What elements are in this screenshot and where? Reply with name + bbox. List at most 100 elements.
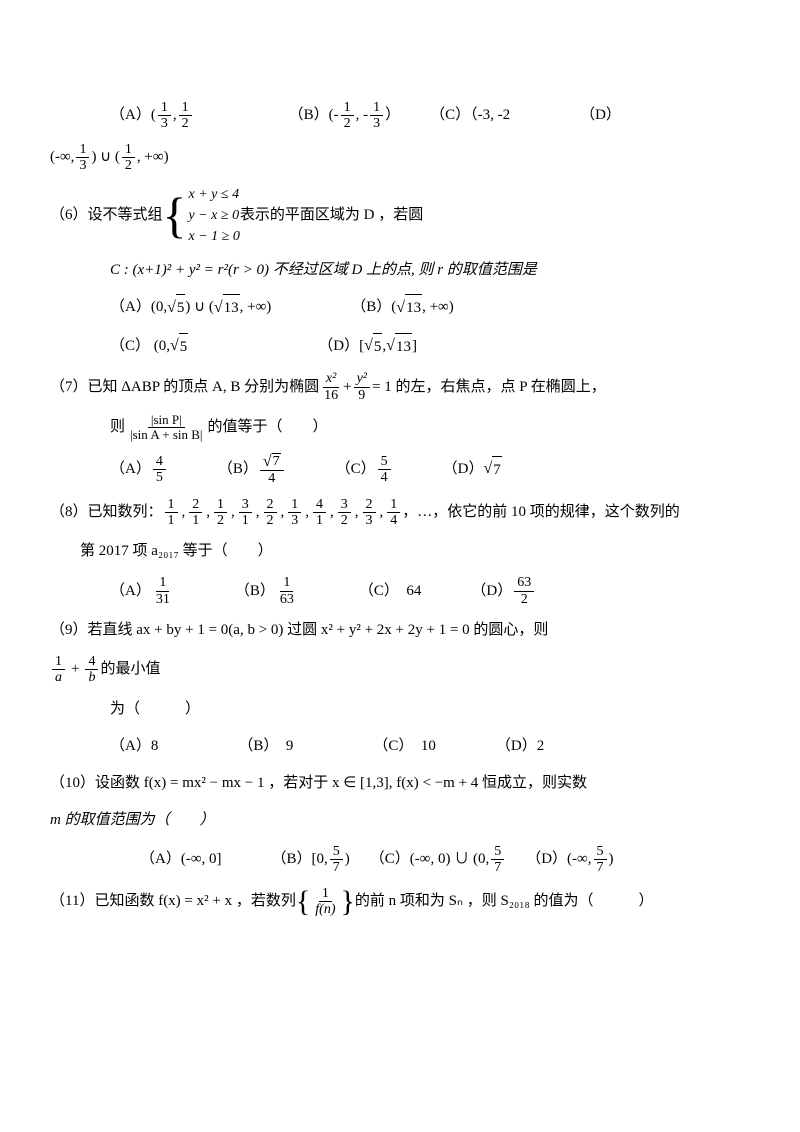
frac: 57 — [330, 844, 343, 876]
label: （B） — [235, 578, 275, 605]
q10-opt-b: （B）[0, 57 ) — [272, 844, 350, 876]
sqrt: √5 — [364, 332, 382, 361]
sqrt: √7 — [484, 455, 502, 484]
frac: y²9 — [354, 371, 370, 403]
pre: (-∞, — [50, 144, 74, 171]
text: 的最小值 — [100, 656, 160, 683]
seq-term: 22 — [264, 497, 277, 529]
q11-stem: （11）已知函数 f(x) = x² + x ，若数列 { 1f(n) } 的前… — [50, 886, 750, 918]
set-block: { 1f(n) } — [296, 886, 355, 918]
frac: 12 — [179, 100, 192, 132]
q7-opt-d: （D） √7 — [443, 455, 502, 484]
text: （7）已知 ΔABP 的顶点 A, B 分别为椭圆 — [50, 374, 319, 401]
q6-opts-row2: （C） (0, √5 （D）[ √5 , √13 ] — [110, 332, 750, 361]
q5-opt-c: （C）（-3, -2 — [430, 102, 510, 129]
frac: 54 — [378, 454, 391, 486]
sep: , — [281, 499, 285, 526]
seq-term: 13 — [288, 497, 301, 529]
label: （D） — [580, 102, 621, 129]
q6-opts-row1: （A）(0, √5 ) ∪ ( √13 , +∞) （B）( √13 , +∞) — [110, 294, 750, 323]
label: （A）( — [110, 102, 156, 129]
frac: √74 — [260, 453, 284, 487]
seq-term: 31 — [239, 497, 252, 529]
q6-stem: （6）设不等式组 { x + y ≤ 4 y − x ≥ 0 x − 1 ≥ 0… — [50, 184, 750, 247]
q8-opt-c: （C） 64 — [359, 578, 422, 605]
q7-opt-c: （C） 54 — [336, 454, 393, 486]
label: （A）(0, — [110, 294, 167, 321]
cases: x + y ≤ 4 y − x ≥ 0 x − 1 ≥ 0 — [189, 184, 240, 247]
mid: ) ∪ ( — [185, 294, 213, 321]
text: = 1 的左，右焦点，点 P 在椭圆上， — [372, 374, 606, 401]
sqrt: √5 — [167, 294, 185, 323]
frac: 131 — [153, 575, 173, 607]
label: （C） 64 — [359, 578, 422, 605]
sep: , — [206, 499, 210, 526]
seq-term: 32 — [338, 497, 351, 529]
end: ] — [412, 333, 417, 360]
q5-opt-d-content: (-∞, 13 ) ∪ ( 12 , +∞) — [50, 142, 169, 174]
frac: 57 — [594, 844, 607, 876]
label: （B）[0, — [272, 846, 328, 873]
q6-opt-d: （D）[ √5 , √13 ] — [318, 332, 417, 361]
q5-opt-d-label: （D） — [580, 102, 621, 129]
text: （9）若直线 ax + by + 1 = 0(a, b > 0) 过圆 x² +… — [50, 617, 548, 644]
sequence: 11,21,12,31,22,13,41,32,23,14 — [163, 497, 403, 529]
label: （C） (0, — [110, 333, 170, 360]
q10-opts: （A）(-∞, 0] （B）[0, 57 ) （C）(-∞, 0) ∪ (0, … — [140, 844, 750, 876]
frac: 13 — [370, 100, 383, 132]
frac: 12 — [122, 142, 135, 174]
text: 第 2017 项 a₂₀₁₇ 等于（ ） — [80, 538, 273, 565]
q10-opt-c: （C）(-∞, 0) ∪ (0, 57 — [370, 844, 506, 876]
frac: 4b — [85, 654, 98, 686]
seq-term: 21 — [189, 497, 202, 529]
sqrt: √5 — [170, 332, 188, 361]
text: 为（ ） — [110, 696, 200, 723]
q6-line2: C : (x+1)² + y² = r²(r > 0) 不经过区域 D 上的点,… — [110, 257, 750, 284]
q8-opts: （A） 131 （B） 163 （C） 64 （D） 632 — [110, 575, 750, 607]
q5-options-row2: (-∞, 13 ) ∪ ( 12 , +∞) — [50, 142, 750, 174]
frac: 163 — [277, 575, 297, 607]
q9-stem: （9）若直线 ax + by + 1 = 0(a, b > 0) 过圆 x² +… — [50, 617, 750, 644]
q6-opt-c: （C） (0, √5 — [110, 332, 188, 361]
seq-term: 12 — [214, 497, 227, 529]
sep: , — [231, 499, 235, 526]
label: （C）（-3, -2 — [430, 102, 510, 129]
sep: , — [330, 499, 334, 526]
plus: + — [343, 374, 351, 401]
text: （10）设函数 f(x) = mx² − mx − 1 ，若对于 x ∈ [1,… — [50, 770, 587, 797]
q7-opts: （A） 45 （B） √74 （C） 54 （D） √7 — [110, 453, 750, 487]
sep: , — [380, 499, 384, 526]
label: （A） — [110, 578, 151, 605]
q7-line2: 则 |sin P||sin A + sin B| 的值等于（ ） — [110, 413, 750, 443]
seq-term: 23 — [363, 497, 376, 529]
q8-line2: 第 2017 项 a₂₀₁₇ 等于（ ） — [80, 538, 750, 565]
frac: 1a — [52, 654, 65, 686]
case: y − x ≥ 0 — [189, 205, 240, 226]
end: , +∞) — [137, 144, 169, 171]
label: （D）(-∞, — [526, 846, 591, 873]
q9-opt-a: （A）8 — [110, 733, 158, 760]
q8-stem: （8）已知数列： 11,21,12,31,22,13,41,32,23,14 ，… — [50, 497, 750, 529]
q5-opt-b: （B）(- 12 , - 13 ） — [289, 100, 401, 132]
frac: 12 — [341, 100, 354, 132]
case: x + y ≤ 4 — [189, 184, 240, 205]
sep: , - — [356, 102, 369, 129]
sep: , — [256, 499, 260, 526]
text: 表示的平面区域为 D ，若圆 — [240, 202, 423, 229]
mid: ) ∪ ( — [91, 144, 119, 171]
q7-opt-b: （B） √74 — [218, 453, 286, 487]
sep: , — [173, 102, 177, 129]
q10-line2: m 的取值范围为（ ） — [50, 807, 750, 834]
q8-opt-a: （A） 131 — [110, 575, 175, 607]
text: C : (x+1)² + y² = r²(r > 0) 不经过区域 D 上的点,… — [110, 257, 537, 284]
text: m 的取值范围为（ ） — [50, 807, 215, 834]
sqrt: √13 — [396, 294, 422, 323]
q8-opt-b: （B） 163 — [235, 575, 299, 607]
text: ，…，依它的前 10 项的规律，这个数列的 — [402, 499, 680, 526]
label: （D） — [443, 456, 484, 483]
case: x − 1 ≥ 0 — [189, 226, 240, 247]
text: 的值等于（ ） — [208, 414, 328, 441]
q10-opt-d: （D）(-∞, 57 ) — [526, 844, 613, 876]
end: ） — [385, 102, 400, 129]
q9-line3: 为（ ） — [110, 696, 750, 723]
